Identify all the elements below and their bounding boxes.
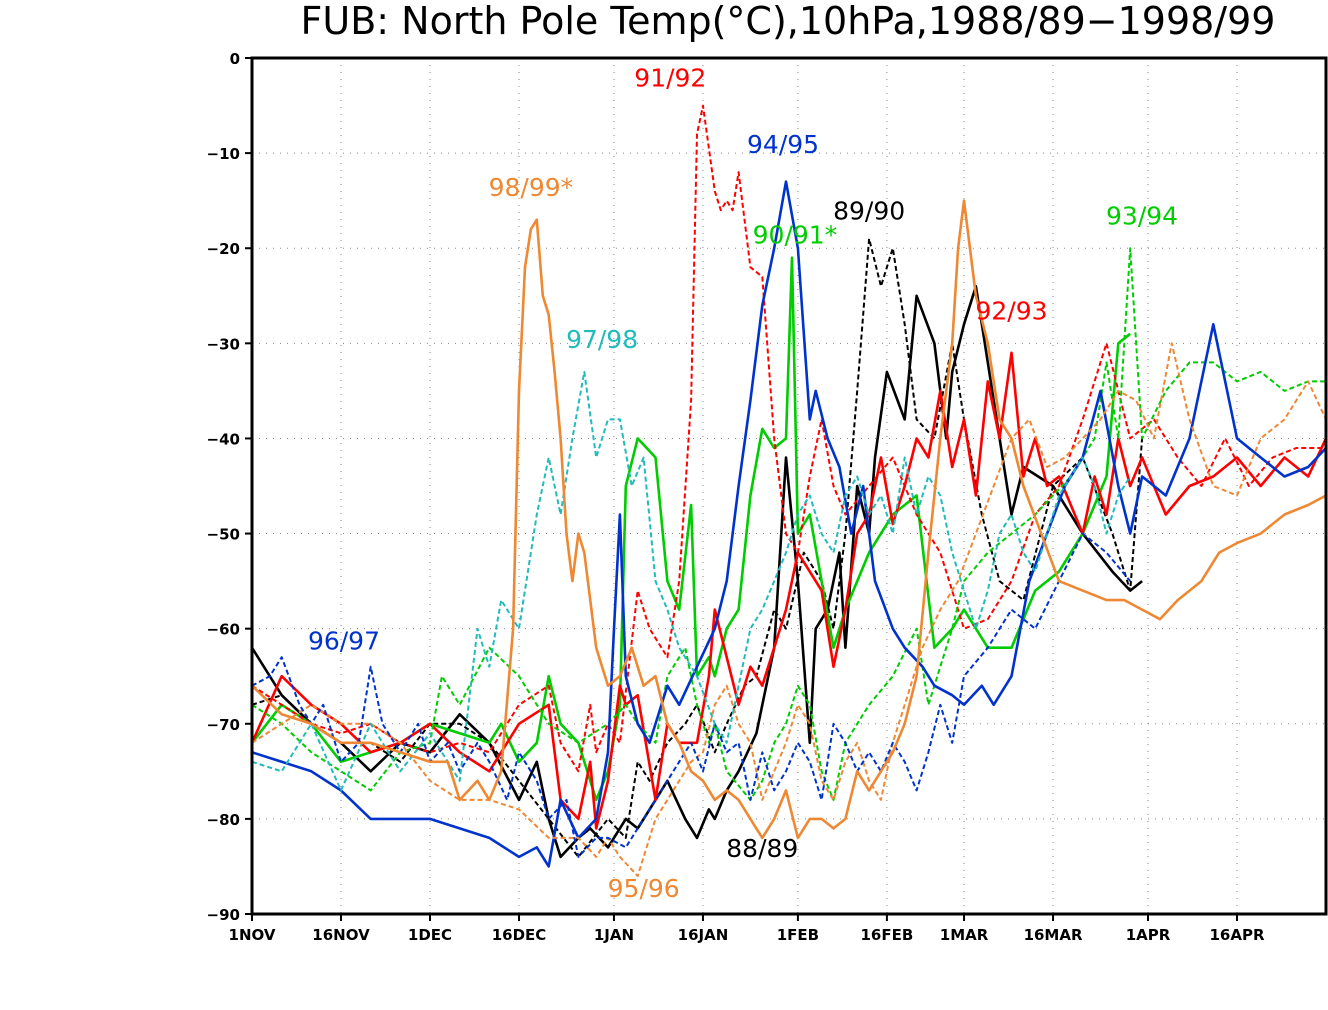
y-tick-label: −90	[207, 906, 240, 924]
chart-title: FUB: North Pole Temp(°C),10hPa,1988/89−1…	[301, 0, 1276, 43]
y-tick-label: −70	[207, 716, 240, 734]
y-tick-label: 0	[230, 50, 240, 68]
x-tick-label: 1DEC	[408, 926, 452, 944]
series-label: 98/99*	[489, 173, 574, 202]
series-label: 92/93	[975, 297, 1047, 326]
y-tick-label: −10	[207, 145, 240, 163]
y-tick-label: −20	[207, 240, 240, 258]
x-tick-label: 1MAR	[940, 926, 989, 944]
series-label: 94/95	[747, 130, 819, 159]
y-tick-label: −60	[207, 621, 240, 639]
series-line-89-90	[251, 237, 1144, 858]
y-tick-label: −50	[207, 526, 240, 544]
x-tick-label: 1APR	[1126, 926, 1171, 944]
x-tick-label: 16APR	[1209, 926, 1264, 944]
x-tick-label: 1FEB	[777, 926, 819, 944]
plot-frame	[250, 56, 1328, 916]
x-tick-label: 16FEB	[860, 926, 913, 944]
x-tick-label: 16JAN	[678, 926, 729, 944]
series-group	[250, 104, 1328, 877]
x-tick-label: 1NOV	[229, 926, 276, 944]
x-tick-label: 16DEC	[492, 926, 547, 944]
series-label: 95/96	[608, 874, 680, 903]
series-line-97-98	[251, 370, 1132, 792]
series-label: 88/89	[726, 834, 798, 863]
y-tick-label: −30	[207, 335, 240, 353]
series-label: 96/97	[308, 627, 380, 656]
series-line-98-99-	[251, 199, 1327, 840]
x-tick-label: 16MAR	[1024, 926, 1083, 944]
series-label: 97/98	[566, 325, 638, 354]
series-line-90-91-	[250, 256, 1132, 802]
x-tick-label: 1JAN	[594, 926, 634, 944]
y-tick-label: −80	[207, 811, 240, 829]
series-line-95-96	[251, 342, 1327, 877]
series-line-94-95	[251, 180, 1327, 868]
series-line-91-92	[251, 104, 1326, 773]
series-line-93-94	[251, 247, 1326, 801]
axes: 0 −10 −20 −30 −40 −50 −60 −70 −80 −90 1NOV 16NOV 1DE…	[207, 50, 1265, 944]
x-tick-label: 16NOV	[312, 926, 370, 944]
y-tick-label: −40	[207, 430, 240, 448]
series-label: 90/91*	[753, 220, 838, 249]
series-label: 93/94	[1106, 201, 1178, 230]
series-label: 91/92	[634, 64, 706, 93]
series-label: 89/90	[833, 197, 905, 226]
